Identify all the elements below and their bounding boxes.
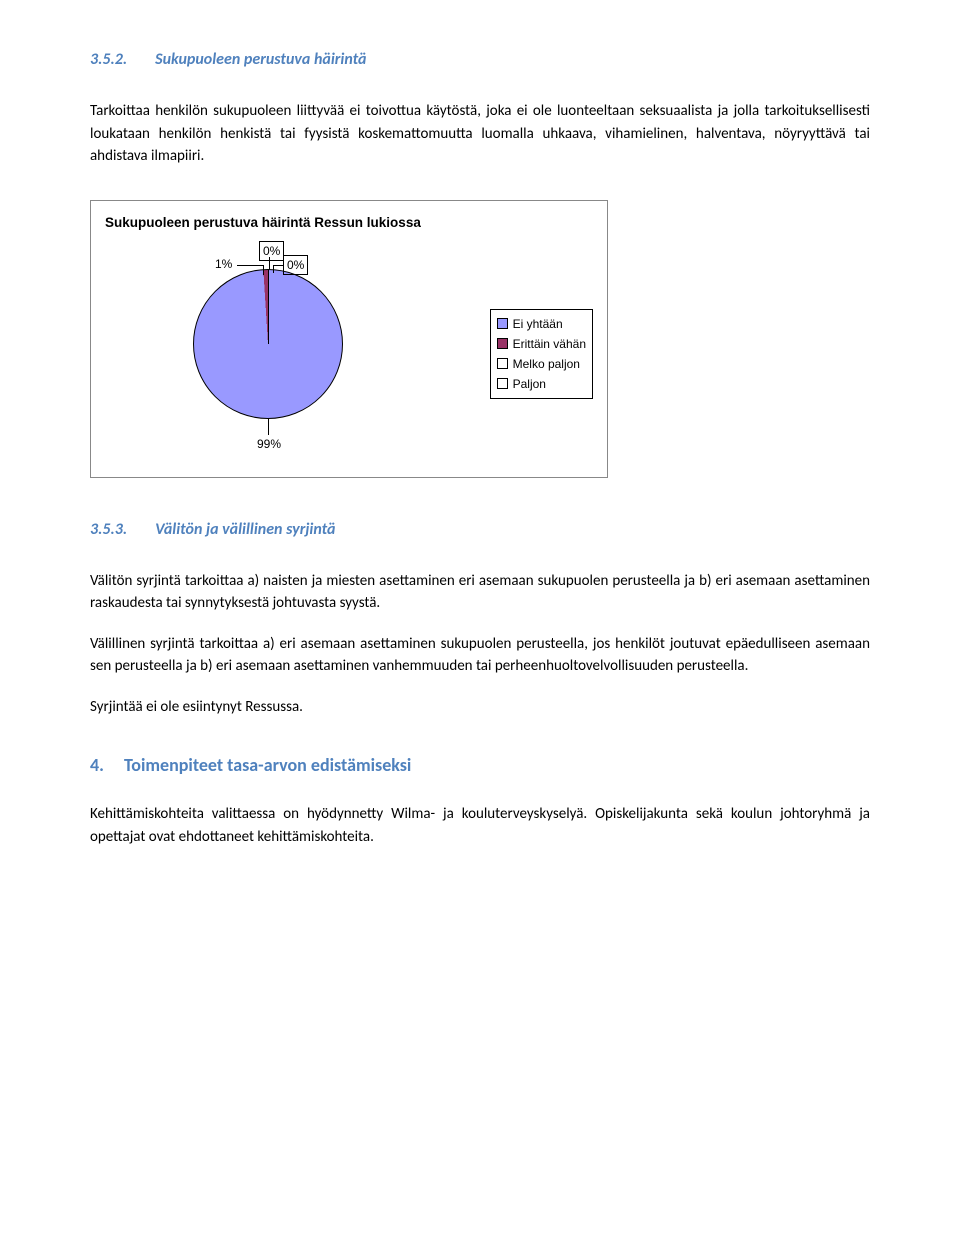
para-353-p3: Syrjintää ei ole esiintynyt Ressussa. (90, 696, 870, 719)
legend-swatch-1 (497, 338, 508, 349)
heading-352-title: Sukupuoleen perustuva häirintä (155, 50, 366, 69)
para-353-p1: Välitön syrjintä tarkoittaa a) naisten j… (90, 570, 870, 615)
para-4-body: Kehittämiskohteita valittaessa on hyödyn… (90, 803, 870, 848)
leader-right-h (273, 265, 283, 266)
pie-divider (268, 269, 269, 344)
para-353-p2: Välillinen syrjintä tarkoittaa a) eri as… (90, 633, 870, 678)
legend-item: Erittäin vähän (497, 334, 586, 354)
heading-4-title: Toimenpiteet tasa-arvon edistämiseksi (124, 754, 411, 776)
callout-left: 1% (215, 255, 232, 273)
legend-label-2: Melko paljon (513, 355, 580, 373)
legend-item: Ei yhtään (497, 314, 586, 334)
legend-label-0: Ei yhtään (513, 315, 563, 333)
legend-swatch-0 (497, 318, 508, 329)
chart-legend: Ei yhtään Erittäin vähän Melko paljon Pa… (490, 309, 593, 399)
legend-label-1: Erittäin vähän (513, 335, 586, 353)
leader-right-v (273, 265, 274, 273)
chart-container: Sukupuoleen perustuva häirintä Ressun lu… (90, 200, 608, 478)
leader-top (269, 257, 270, 269)
heading-352: 3.5.2. Sukupuoleen perustuva häirintä (90, 48, 870, 72)
callout-bottom: 99% (257, 435, 281, 453)
heading-4-num: 4. (90, 754, 104, 776)
leader-left-h (237, 265, 263, 266)
leader-left-v (263, 265, 264, 275)
heading-4: 4. Toimenpiteet tasa-arvon edistämiseksi (90, 752, 870, 779)
chart-body: 0% 1% 0% 99% Ei yhtään Erittäin vähän Me… (105, 243, 593, 463)
chart-title: Sukupuoleen perustuva häirintä Ressun lu… (105, 213, 593, 233)
legend-swatch-2 (497, 358, 508, 369)
heading-353-title: Välitön ja välillinen syrjintä (155, 520, 335, 539)
legend-item: Paljon (497, 374, 586, 394)
heading-353-num: 3.5.3. (90, 520, 127, 539)
legend-swatch-3 (497, 378, 508, 389)
heading-352-num: 3.5.2. (90, 50, 127, 69)
leader-bottom (268, 419, 269, 435)
legend-item: Melko paljon (497, 354, 586, 374)
legend-label-3: Paljon (513, 375, 546, 393)
callout-top: 0% (259, 241, 284, 261)
callout-right: 0% (283, 255, 308, 275)
heading-353: 3.5.3. Välitön ja välillinen syrjintä (90, 518, 870, 542)
para-352-body: Tarkoittaa henkilön sukupuoleen liittyvä… (90, 100, 870, 168)
